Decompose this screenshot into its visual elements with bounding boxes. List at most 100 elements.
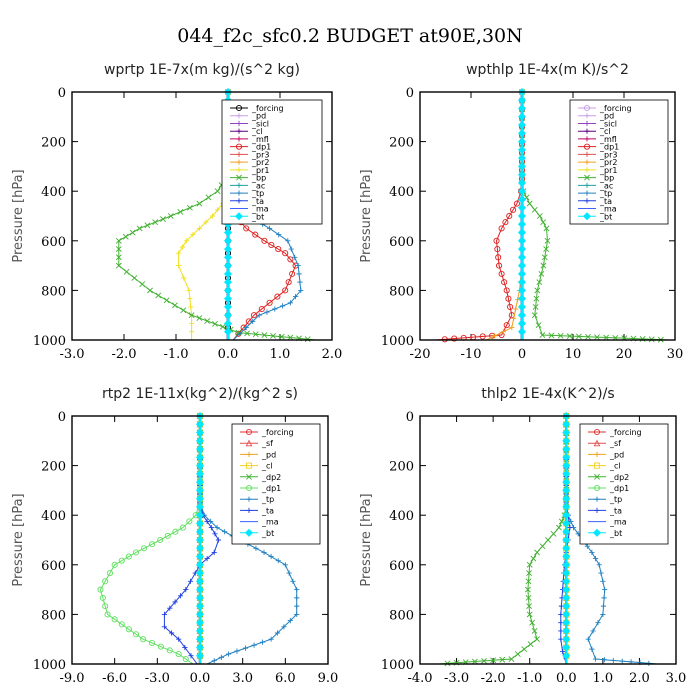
series-marker-dp2 — [524, 586, 531, 593]
legend-label: _ac — [251, 181, 265, 190]
series-marker-pr1 — [188, 304, 194, 310]
series-marker-ta — [177, 593, 184, 599]
legend-marker — [236, 182, 242, 188]
series-marker-tp — [287, 618, 293, 624]
series-marker-tp — [600, 611, 606, 617]
legend-marker — [583, 143, 591, 150]
series-marker-tp — [584, 543, 590, 549]
legend-label: _sicl — [599, 119, 617, 128]
plot-frame — [419, 91, 676, 341]
series-marker-bt — [517, 178, 527, 187]
series-marker-bp — [261, 332, 268, 338]
y-tick-label: 400 — [41, 185, 66, 200]
series-marker-dp1 — [97, 586, 104, 593]
series-marker-bt — [195, 527, 205, 536]
y-tick-label: 200 — [41, 136, 66, 151]
series-marker-ta — [176, 636, 182, 642]
series-marker-tp — [590, 628, 596, 634]
legend-label: _pd — [609, 450, 624, 459]
series-marker-bp — [566, 333, 573, 340]
series-marker-bt — [195, 445, 205, 454]
legend-marker — [593, 428, 601, 436]
legend: _forcing _sf _pd _cl _dp2 _dp1 _tp _ta _ma _bt — [231, 423, 321, 545]
series-marker-bt — [195, 461, 205, 470]
series-marker-bt — [517, 195, 527, 204]
series-marker-tp — [589, 549, 595, 555]
plot-frame — [419, 415, 677, 665]
legend-marker — [244, 528, 254, 537]
series-marker-bt — [223, 269, 233, 278]
series-marker-dp2 — [530, 555, 537, 562]
series-marker-dp1 — [252, 231, 259, 238]
series-marker-bt — [562, 610, 571, 619]
chart-panel-4: thlp2 1E-4x(K^2)/s Pressure [hPa] 0 200 400 6… — [359, 386, 686, 686]
legend-marker — [236, 113, 242, 119]
legend-marker — [584, 128, 590, 134]
series-marker-bp — [287, 334, 294, 341]
series-marker-bt — [562, 552, 571, 561]
legend-marker — [584, 136, 590, 142]
series-marker-bp — [186, 204, 193, 211]
series-marker-dp2 — [526, 603, 533, 610]
series-marker-tp — [601, 595, 607, 601]
series-marker-bt — [562, 428, 571, 437]
series-marker-tp — [592, 556, 599, 562]
legend-label: _cl — [251, 127, 263, 136]
legend-label: _sf — [261, 439, 273, 448]
series-marker-bp — [144, 222, 151, 229]
series-marker-dp1 — [510, 206, 517, 213]
series-marker-bp — [152, 219, 159, 226]
series-marker-bt — [195, 610, 205, 619]
series-marker-dp1 — [287, 256, 294, 263]
series-marker-bt — [223, 253, 233, 262]
series-marker-bt — [562, 618, 571, 627]
series-marker-bp — [603, 334, 610, 341]
series-marker-bt — [195, 494, 205, 503]
series-marker-bp — [160, 216, 166, 223]
legend-marker — [584, 174, 590, 181]
series-marker-tp — [281, 624, 287, 630]
series-marker-dp1 — [164, 532, 171, 539]
series-marker-bp — [585, 333, 591, 340]
series-marker-dp1 — [503, 322, 510, 329]
series-marker-pr1 — [187, 296, 193, 302]
series-marker-dp2 — [539, 543, 546, 550]
series-marker-tp — [600, 603, 607, 609]
series-marker-bt — [562, 602, 571, 611]
series-marker-dp2 — [471, 658, 478, 665]
legend-marker — [594, 507, 600, 513]
x-tick-label: 0 — [518, 347, 526, 362]
series-marker-bt — [562, 544, 571, 553]
y-tick-label: 600 — [41, 235, 66, 250]
series-marker-tp — [276, 232, 282, 238]
legend-label: _mfl — [251, 135, 269, 144]
series-marker-dp1 — [282, 287, 289, 294]
series-marker-dp1 — [179, 524, 186, 531]
series-marker-pr1 — [209, 213, 215, 219]
series-marker-bt — [517, 319, 527, 328]
y-tick-label: 0 — [58, 86, 66, 101]
series-marker-dp1 — [149, 541, 156, 548]
series-marker-dp1 — [282, 250, 289, 257]
legend-label: _ma — [261, 518, 279, 527]
series-marker-dp1 — [102, 578, 109, 585]
series-marker-tp — [211, 658, 217, 664]
series-marker-bt — [562, 527, 571, 536]
series-marker-bp — [531, 206, 538, 213]
legend-marker — [245, 428, 253, 436]
legend-label: _forcing — [609, 428, 642, 437]
series-marker-tp — [294, 587, 300, 593]
legend-label: _tp — [261, 495, 274, 504]
legend-label: _forcing — [251, 104, 284, 113]
plot-frame — [71, 415, 329, 665]
series-marker-bp — [212, 320, 218, 327]
series-marker-bt — [562, 643, 571, 652]
legend-marker — [583, 104, 591, 112]
series-marker-pr1 — [203, 219, 209, 225]
series-marker-dp1 — [274, 293, 281, 300]
legend-marker — [235, 143, 243, 150]
legend-marker — [584, 190, 590, 196]
series-marker-bt — [562, 469, 571, 478]
panel-title: wpthlp 1E-4x(m K)/s^2 — [466, 62, 629, 78]
